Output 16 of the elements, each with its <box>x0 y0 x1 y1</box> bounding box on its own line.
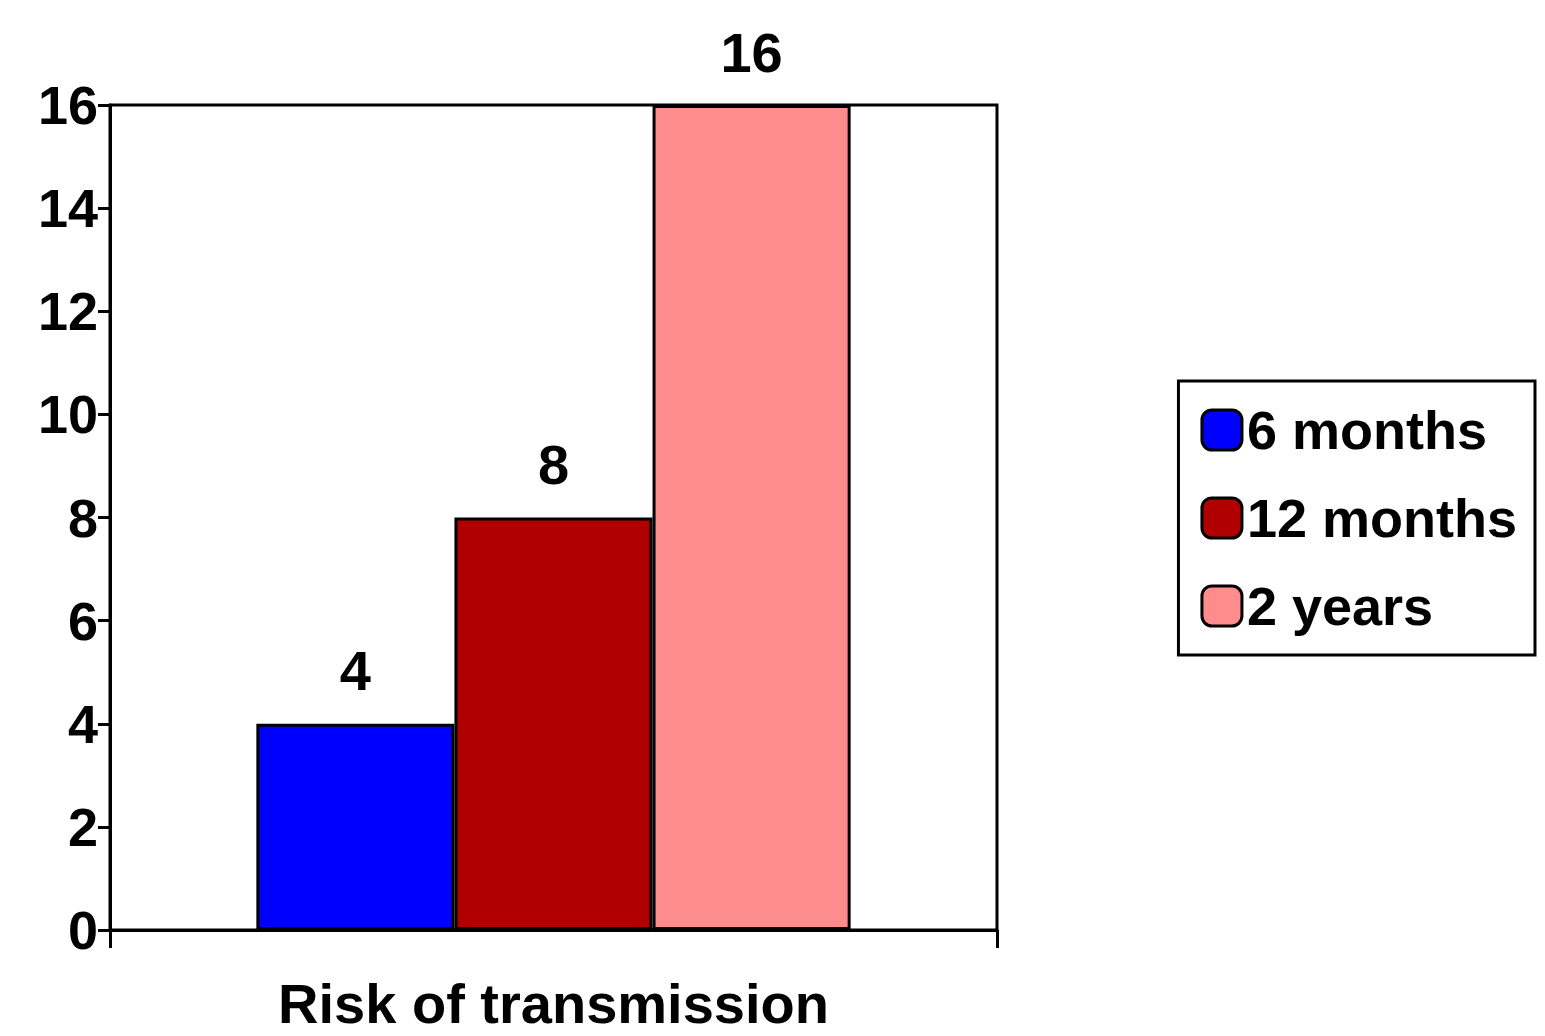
data-label: 4 <box>339 639 371 703</box>
y-tick-label: 8 <box>67 487 98 548</box>
y-tick-label: 14 <box>37 178 98 239</box>
y-tick-label: 16 <box>37 75 98 135</box>
data-label: 16 <box>720 20 783 84</box>
y-tick-label: 0 <box>67 900 98 960</box>
data-label: 8 <box>537 433 570 496</box>
legend-label: 6 months <box>1246 400 1487 460</box>
y-tick-label: 12 <box>37 281 98 342</box>
legend-label: 2 years <box>1246 576 1434 636</box>
y-tick-label: 2 <box>67 796 98 857</box>
y-tick-label: 6 <box>67 590 98 651</box>
y-tick-label: 4 <box>67 693 98 754</box>
x-axis-title: Risk of transmission <box>278 971 829 1035</box>
legend-label: 12 months <box>1246 488 1518 548</box>
y-tick-label: 10 <box>37 384 98 445</box>
